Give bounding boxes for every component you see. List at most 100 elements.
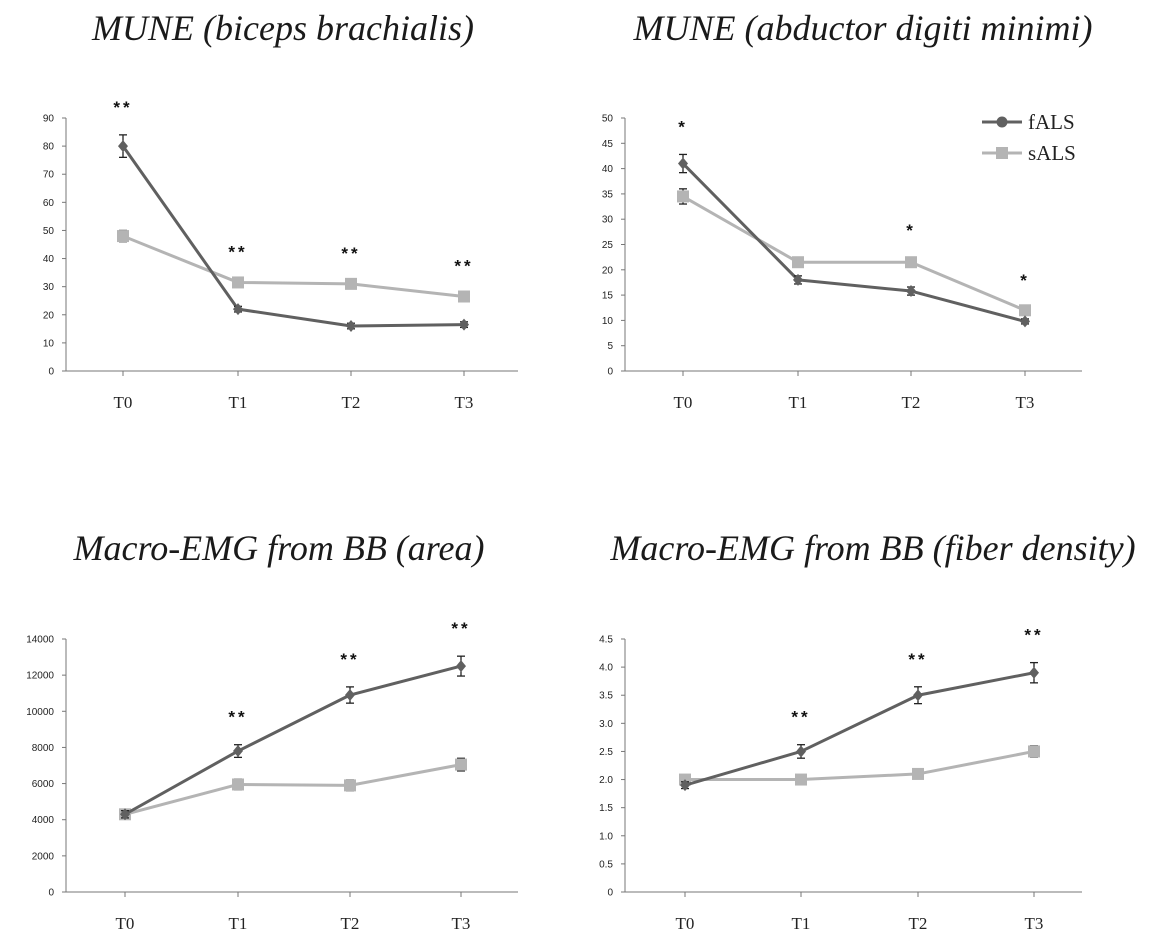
- data-point: [795, 773, 807, 786]
- series-line: [124, 664, 462, 816]
- y-tick-label: 1.0: [599, 831, 613, 842]
- data-point: [906, 285, 916, 298]
- chart-title: Macro-EMG from BB (area): [73, 528, 485, 568]
- y-tick-label: 2.0: [599, 775, 613, 786]
- y-tick-label: 0: [607, 367, 613, 378]
- x-tick-label: T0: [114, 393, 133, 412]
- legend-label: sALS: [1028, 141, 1076, 165]
- y-tick-label: 40: [43, 254, 55, 265]
- significance-marker: *: [678, 117, 688, 136]
- y-tick-label: 0.5: [599, 859, 613, 870]
- y-tick-label: 35: [602, 189, 614, 200]
- significance-marker: **: [908, 650, 927, 669]
- series-sALS: [679, 745, 1040, 786]
- y-tick-label: 0: [48, 367, 54, 378]
- y-tick-label: 4.5: [599, 635, 613, 646]
- data-point: [678, 157, 688, 170]
- y-tick-label: 0: [607, 888, 613, 899]
- y-tick-label: 90: [43, 114, 55, 125]
- series-fALS: [680, 661, 1039, 792]
- chart-title: MUNE (biceps brachialis): [91, 8, 474, 48]
- series-line: [684, 671, 1035, 787]
- y-tick-label: 12000: [26, 671, 54, 682]
- legend-label: fALS: [1028, 110, 1075, 134]
- data-point: [1019, 304, 1031, 317]
- significance-marker: **: [1024, 626, 1043, 645]
- y-tick-label: 3.5: [599, 691, 613, 702]
- significance-marker: **: [340, 650, 359, 669]
- data-point: [345, 689, 355, 702]
- y-tick-label: 2000: [32, 851, 55, 862]
- panel-mune-biceps: MUNE (biceps brachialis) 0 10 20 30 40 50 60 70 8…: [43, 8, 518, 412]
- data-point: [456, 660, 466, 673]
- panel-mune-adm: MUNE (abductor digiti minimi) 0 5 10 15 20 25 3…: [602, 8, 1093, 412]
- x-tick-label: T3: [452, 914, 471, 933]
- y-tick-label: 30: [602, 215, 614, 226]
- panel-macro-emg-fiber-density: Macro-EMG from BB (fiber density) 0 0.5 1.0…: [599, 528, 1136, 933]
- data-point: [677, 190, 689, 203]
- data-point: [117, 230, 129, 243]
- x-tick-label: T1: [229, 393, 248, 412]
- x-tick-label: T1: [792, 914, 811, 933]
- data-point: [680, 779, 690, 792]
- x-tick-label: T0: [676, 914, 695, 933]
- series-sALS: [117, 229, 470, 303]
- x-tick-label: T2: [341, 914, 360, 933]
- y-tick-label: 50: [43, 226, 55, 237]
- data-point: [346, 320, 356, 333]
- y-tick-label: 0: [48, 888, 54, 899]
- series-line: [121, 145, 465, 328]
- data-point: [345, 277, 357, 290]
- data-point: [232, 778, 244, 791]
- y-tick-label: 3.0: [599, 719, 613, 730]
- series-sALS: [677, 188, 1031, 317]
- data-point: [913, 689, 923, 702]
- significance-marker: **: [113, 98, 132, 117]
- data-point: [458, 290, 470, 303]
- series-line: [124, 763, 462, 816]
- y-tick-label: 2.5: [599, 747, 613, 758]
- significance-marker: *: [1020, 271, 1030, 290]
- series-fALS: [678, 153, 1030, 328]
- y-tick-label: 14000: [26, 635, 54, 646]
- y-tick-label: 4.0: [599, 663, 613, 674]
- y-tick-label: 20: [602, 265, 614, 276]
- y-tick-label: 60: [43, 198, 55, 209]
- y-tick-label: 10: [602, 316, 614, 327]
- data-point: [1028, 745, 1040, 758]
- y-tick-label: 15: [602, 291, 614, 302]
- x-tick-label: T3: [1016, 393, 1035, 412]
- x-tick-label: T0: [674, 393, 693, 412]
- data-point: [905, 256, 917, 269]
- y-tick-label: 1.5: [599, 803, 613, 814]
- series-fALS: [120, 655, 466, 821]
- data-point: [792, 256, 804, 269]
- legend-item-fALS: fALS: [982, 110, 1075, 134]
- data-point: [233, 745, 243, 758]
- y-tick-label: 45: [602, 139, 614, 150]
- y-tick-label: 5: [607, 341, 613, 352]
- data-point: [233, 303, 243, 316]
- x-tick-label: T3: [455, 393, 474, 412]
- legend-marker: [996, 147, 1008, 159]
- y-tick-label: 6000: [32, 779, 55, 790]
- panel-macro-emg-area: Macro-EMG from BB (area) 0 2000 4000 6000 800…: [26, 528, 518, 933]
- y-tick-label: 70: [43, 170, 55, 181]
- data-point: [793, 273, 803, 286]
- y-tick-label: 40: [602, 164, 614, 175]
- x-tick-label: T1: [229, 914, 248, 933]
- series-fALS: [118, 134, 469, 333]
- y-tick-label: 8000: [32, 743, 55, 754]
- significance-marker: **: [228, 708, 247, 727]
- legend: fALS sALS: [982, 110, 1076, 165]
- series-line: [681, 162, 1026, 323]
- data-point: [118, 140, 128, 153]
- y-tick-label: 50: [602, 114, 614, 125]
- chart-title: Macro-EMG from BB (fiber density): [609, 528, 1135, 568]
- y-tick-label: 30: [43, 282, 55, 293]
- data-point: [455, 758, 467, 771]
- data-point: [1029, 666, 1039, 679]
- data-point: [232, 276, 244, 289]
- series-line: [685, 749, 1035, 782]
